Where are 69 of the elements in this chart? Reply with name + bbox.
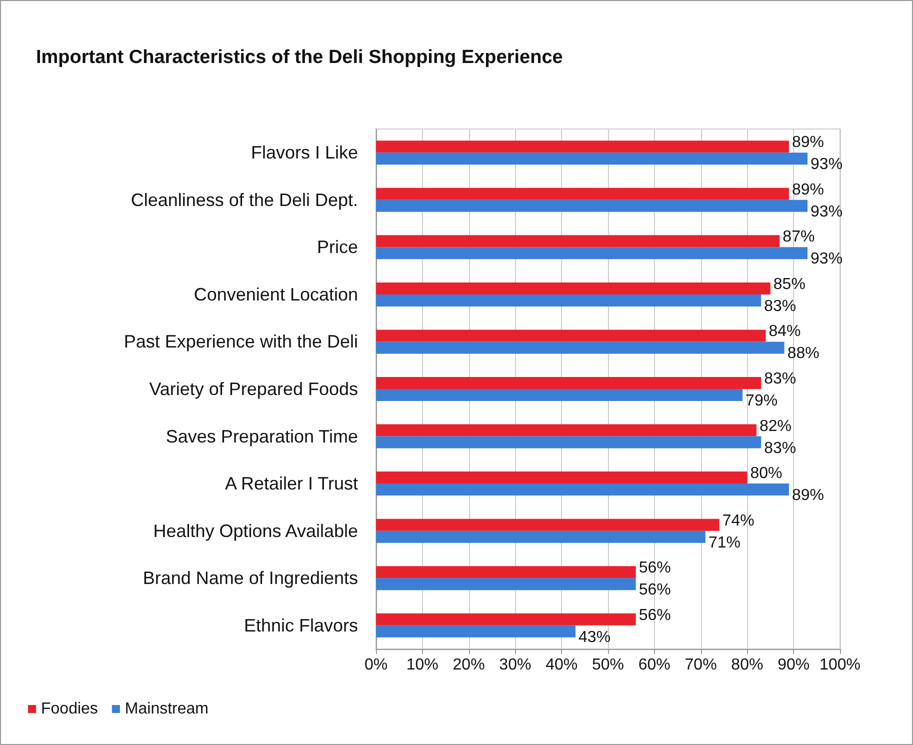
data-label: 71% <box>708 534 740 552</box>
data-label: 80% <box>750 465 782 482</box>
bar <box>376 613 636 626</box>
bar <box>376 389 743 401</box>
bar <box>376 566 636 578</box>
data-label: 79% <box>746 392 778 410</box>
y-tick-label: Healthy Options Available <box>153 520 358 541</box>
bar <box>376 377 762 389</box>
data-label: 43% <box>578 628 611 646</box>
y-tick-label: Ethnic Flavors <box>244 615 358 636</box>
data-label: 84% <box>768 323 801 340</box>
x-tick-label: 40% <box>546 656 578 674</box>
legend-label: Foodies <box>41 700 98 718</box>
x-tick-label: 60% <box>638 656 670 674</box>
y-tick-label: Cleanliness of the Deli Dept. <box>130 190 358 210</box>
data-label: 83% <box>764 440 796 457</box>
x-tick-label: 20% <box>452 656 485 674</box>
legend-label: Mainstream <box>124 700 208 718</box>
bar <box>376 472 748 484</box>
x-tick-label: 30% <box>499 656 532 674</box>
data-label: 85% <box>773 276 806 293</box>
data-label: 89% <box>792 181 824 198</box>
data-label: 83% <box>764 298 796 315</box>
data-label: 93% <box>810 156 843 174</box>
data-label: 56% <box>638 582 671 599</box>
x-tick-label: 0% <box>364 656 388 674</box>
x-tick-label: 10% <box>406 656 438 674</box>
bar <box>376 200 808 212</box>
bar <box>376 518 720 531</box>
y-tick-label: Past Experience with the Deli <box>124 332 358 352</box>
bar <box>376 625 576 638</box>
y-tick-label: A Retailer I Trust <box>224 474 358 494</box>
bar <box>376 330 766 342</box>
bar <box>376 436 762 448</box>
data-label: 56% <box>638 606 671 624</box>
bar <box>376 294 762 306</box>
bar <box>376 235 780 248</box>
y-tick-label: Brand Name of Ingredients <box>142 568 358 588</box>
bar <box>376 247 808 260</box>
x-tick-label: 50% <box>592 656 624 674</box>
bar <box>376 342 784 354</box>
data-label: 89% <box>792 134 824 152</box>
data-label: 74% <box>722 512 754 530</box>
data-label: 93% <box>810 203 843 220</box>
data-label: 88% <box>787 345 820 362</box>
y-tick-label: Variety of Prepared Foods <box>149 379 358 399</box>
x-tick-label: 80% <box>731 656 764 674</box>
chart-title: Important Characteristics of the Deli Shopping Experience <box>36 47 563 68</box>
y-tick-label: Saves Preparation Time <box>166 426 358 446</box>
data-label: 83% <box>764 370 796 388</box>
data-label: 93% <box>810 250 843 268</box>
x-tick-label: 100% <box>820 656 860 674</box>
x-tick-label: 70% <box>684 656 717 674</box>
bar <box>376 424 756 436</box>
bar <box>376 530 706 543</box>
x-tick-label: 90% <box>778 656 810 674</box>
bar <box>376 140 789 153</box>
y-tick-label: Flavors I Like <box>250 142 358 163</box>
bar <box>376 152 808 165</box>
data-label: 82% <box>759 418 792 435</box>
bar <box>376 484 789 496</box>
bar <box>376 188 789 200</box>
data-label: 87% <box>782 228 815 246</box>
data-label: 56% <box>638 560 671 577</box>
y-tick-label: Convenient Location <box>194 284 358 304</box>
data-label: 89% <box>792 487 824 504</box>
bar <box>376 578 636 590</box>
bar <box>376 282 770 294</box>
y-tick-label: Price <box>316 237 358 258</box>
